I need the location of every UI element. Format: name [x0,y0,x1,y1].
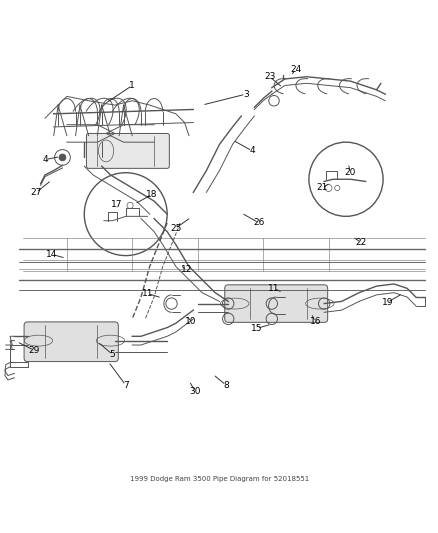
Text: 19: 19 [381,298,392,307]
Text: 7: 7 [123,381,128,390]
Text: 25: 25 [170,224,181,232]
Text: 11: 11 [141,289,153,298]
Text: 30: 30 [189,387,201,396]
Text: 1: 1 [129,81,135,90]
Text: 26: 26 [252,219,264,228]
Text: 1999 Dodge Ram 3500 Pipe Diagram for 52018551: 1999 Dodge Ram 3500 Pipe Diagram for 520… [130,477,308,482]
Text: 18: 18 [146,190,157,199]
Text: 4: 4 [42,155,48,164]
Text: 4: 4 [249,147,254,156]
Text: 16: 16 [309,317,321,326]
Text: 20: 20 [344,168,355,177]
FancyBboxPatch shape [24,322,118,361]
Text: 3: 3 [242,90,248,99]
Text: 17: 17 [111,200,123,208]
Text: 24: 24 [290,65,301,74]
Text: 21: 21 [316,183,327,192]
Circle shape [84,173,167,256]
Circle shape [59,154,66,161]
Text: 22: 22 [355,238,366,247]
Circle shape [308,142,382,216]
Text: 15: 15 [250,324,262,333]
Text: 12: 12 [181,265,192,274]
Text: 10: 10 [185,317,197,326]
FancyBboxPatch shape [224,285,327,322]
FancyBboxPatch shape [86,133,169,168]
Text: 29: 29 [28,346,40,355]
Text: 5: 5 [110,350,115,359]
Text: 14: 14 [46,250,57,259]
Text: 11: 11 [268,284,279,293]
Text: 27: 27 [31,188,42,197]
Text: 8: 8 [223,381,228,390]
Text: 23: 23 [263,72,275,81]
